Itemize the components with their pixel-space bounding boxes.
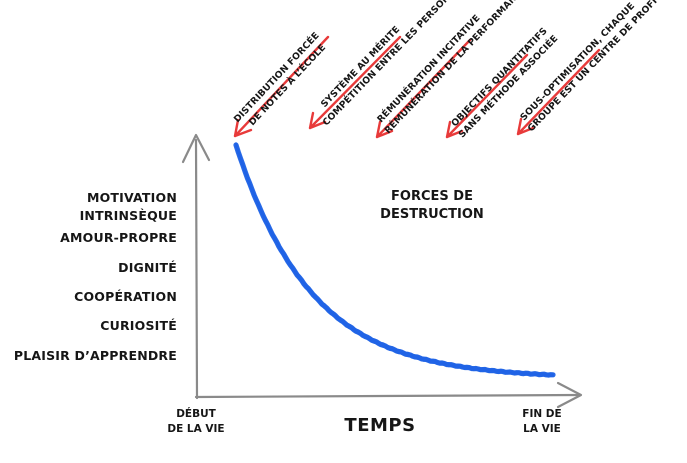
force-5: SOUS-OPTIMISATION, CHAQUE GROUPE EST UN …: [516, 0, 665, 136]
y-label-curiosite: CURIOSITÉ: [100, 318, 177, 333]
x-label-end-line2: LA VIE: [523, 423, 561, 435]
curve-stroke: [235, 145, 554, 377]
forces-title: FORCES DE DESTRUCTION: [380, 189, 484, 222]
force-1: DISTRIBUTION FORCÉE DE NOTES À L’ÉCOLE: [231, 30, 330, 138]
force-2-arrow: [308, 35, 402, 130]
x-label-start-line2: DE LA VIE: [167, 423, 224, 435]
x-axis-arrowhead: [556, 381, 583, 409]
y-label-amour-propre: AMOUR-PROPRE: [60, 230, 177, 245]
force-1-arrow: [233, 35, 330, 138]
x-label-start-line1: DÉBUT: [176, 407, 216, 420]
y-axis: [194, 138, 199, 400]
curve-stroke: [233, 142, 556, 378]
curve-stroke: [234, 145, 555, 378]
force-3-arrow: [375, 38, 472, 139]
y-label-motivation: MOTIVATION: [87, 190, 177, 205]
force-1-line1: DISTRIBUTION FORCÉE: [231, 30, 322, 125]
force-4-arrow: [445, 53, 529, 139]
forces-title-line1: FORCES DE: [391, 189, 473, 204]
y-label-cooperation: COOPÉRATION: [74, 289, 177, 304]
forces-of-destruction: DISTRIBUTION FORCÉE DE NOTES À L’ÉCOLE S…: [231, 0, 664, 140]
x-axis-labels: DÉBUT DE LA VIE TEMPS FIN DE LA VIE: [167, 407, 561, 436]
y-axis-labels: MOTIVATION INTRINSÈQUE AMOUR-PROPRE DIGN…: [14, 190, 177, 363]
curve-stroke: [235, 143, 554, 376]
y-label-plaisir-d-apprendre: PLAISIR D’APPRENDRE: [14, 348, 177, 363]
y-label-dignite: DIGNITÉ: [118, 260, 177, 275]
force-2-line1: SYSTÈME AU MÉRITE: [318, 23, 402, 110]
x-label-end-line1: FIN DE: [522, 408, 561, 420]
force-5-line2: GROUPE EST UN CENTRE DE PROFIT: [526, 0, 665, 134]
force-5-arrow: [516, 48, 601, 136]
motivation-curve: [233, 142, 556, 378]
y-axis-arrowhead: [181, 133, 211, 164]
x-axis: [194, 393, 580, 399]
force-1-line2: DE NOTES À L’ÉCOLE: [246, 42, 328, 128]
y-label-intrinseque: INTRINSÈQUE: [80, 208, 177, 223]
axes: [181, 133, 583, 409]
x-axis-title: TEMPS: [344, 415, 415, 436]
forces-title-line2: DESTRUCTION: [380, 207, 484, 222]
